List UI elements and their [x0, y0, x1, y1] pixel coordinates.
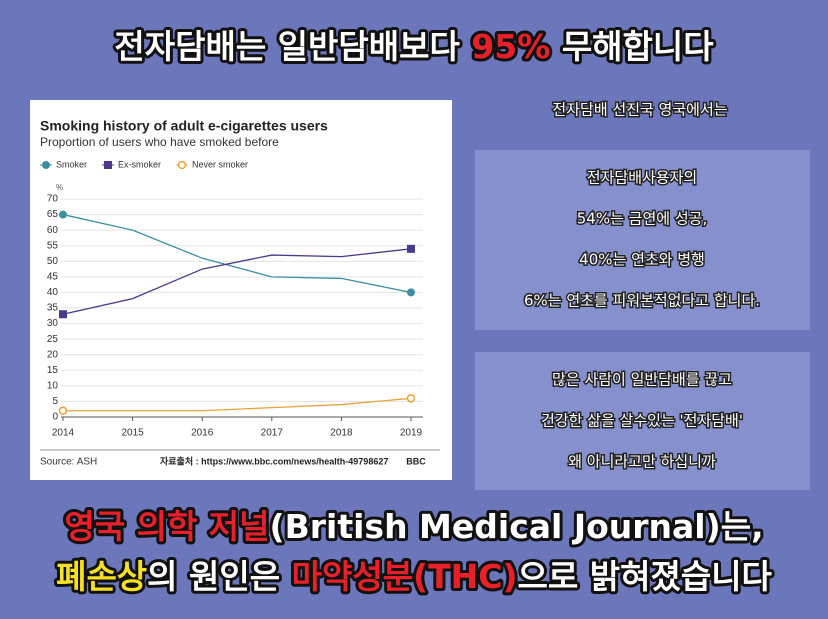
series-line: [62, 248, 412, 315]
x-tick-label: 2015: [121, 428, 144, 439]
y-tick-label: 60: [47, 225, 59, 236]
legend-label: Smoker: [56, 159, 87, 169]
x-tick-label: 2018: [330, 428, 353, 439]
marker: [407, 244, 415, 253]
text-segment: 95%: [471, 27, 550, 66]
panel-line: 40%는 연초와 병행: [579, 251, 705, 269]
legend-label: Never smoker: [192, 159, 248, 169]
text-segment: 영국 의학 저널: [64, 507, 269, 546]
reference: 자료출처 : https://www.bbc.com/news/health-4…: [160, 455, 388, 466]
text-segment: 마약성분(THC): [292, 557, 518, 596]
panel-line: 건강한 삶을 살수있는 '전자담배': [541, 412, 743, 430]
y-tick-label: 5: [52, 396, 58, 407]
marker: [407, 288, 415, 297]
y-tick-label: 15: [47, 365, 59, 376]
x-tick-label: 2014: [52, 428, 75, 439]
y-tick-label: 40: [47, 287, 59, 298]
text-segment: 전자담배는 일반담배보다: [114, 27, 471, 66]
source: Source: ASH: [40, 457, 97, 468]
y-tick-label: 10: [47, 380, 59, 391]
panel: [475, 352, 810, 490]
text-segment: 무해합니다: [550, 27, 714, 66]
y-tick-label: 0: [52, 412, 58, 423]
y-unit: %: [56, 183, 63, 192]
y-tick-label: 20: [47, 349, 59, 360]
y-tick-label: 45: [47, 271, 59, 282]
text-segment: 폐손상: [56, 557, 147, 596]
marker: [42, 161, 50, 169]
marker: [406, 394, 416, 403]
text-segment: (British Medical Journal)는,: [270, 507, 764, 546]
marker: [59, 310, 67, 319]
panel-line: 왜 아니라고만 하십니까: [568, 453, 716, 471]
chart-title: Smoking history of adult e-cigarettes us…: [40, 118, 328, 134]
footer-line: 영국 의학 저널(British Medical Journal)는,: [64, 507, 763, 546]
y-tick-label: 50: [47, 256, 59, 267]
marker: [104, 161, 112, 169]
y-tick-label: 65: [47, 209, 59, 220]
x-tick-label: 2016: [191, 428, 214, 439]
y-tick-label: 70: [47, 194, 59, 205]
headline: 전자담배는 일반담배보다 95% 무해합니다: [114, 27, 714, 66]
panel-line: 많은 사람이 일반담배를 끊고: [552, 371, 732, 389]
chart-panel: [30, 100, 452, 480]
series-line: [62, 213, 412, 294]
footer-line: 폐손상의 원인은 마약성분(THC)으로 밝혀졌습니다: [56, 557, 772, 596]
x-tick-label: 2019: [400, 428, 423, 439]
legend-label: Ex-smoker: [118, 159, 161, 169]
intro: 전자담배 선진국 영국에서는: [552, 101, 727, 119]
marker: [58, 406, 68, 416]
panel-line: 6%는 연초를 피워본적없다고 합니다.: [524, 292, 760, 310]
logo: BBC: [406, 456, 426, 466]
marker: [59, 210, 67, 219]
panel: [475, 150, 810, 330]
text-segment: 으로 밝혀졌습니다: [518, 557, 773, 596]
x-tick-label: 2017: [261, 428, 284, 439]
panel-line: 54%는 금연에 성공,: [577, 210, 707, 228]
series-line: [63, 397, 412, 412]
y-tick-label: 25: [47, 334, 59, 345]
text-segment: 의 원인은: [147, 557, 291, 596]
y-tick-label: 30: [47, 318, 59, 329]
y-tick-label: 55: [47, 240, 59, 251]
y-tick-label: 35: [47, 303, 59, 314]
chart-subtitle: Proportion of users who have smoked befo…: [40, 135, 279, 149]
marker: [177, 160, 187, 170]
panel-line: 전자담배사용자의: [587, 169, 697, 187]
